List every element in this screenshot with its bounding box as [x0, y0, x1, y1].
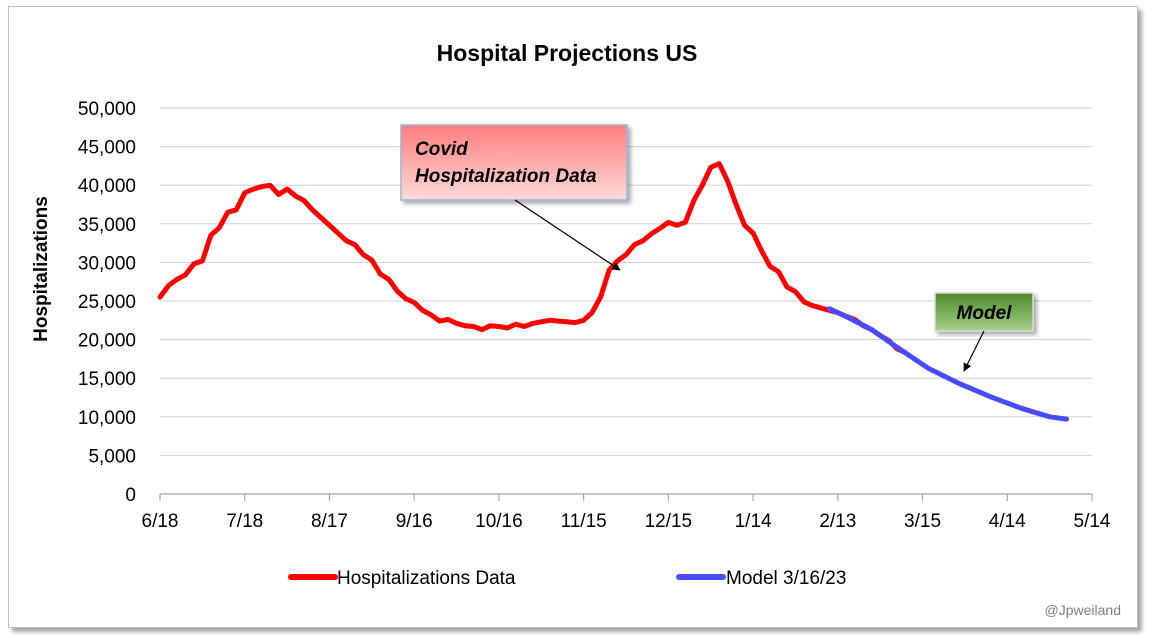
- y-tick-label: 0: [125, 485, 136, 506]
- y-tick-label: 25,000: [78, 292, 136, 313]
- x-tick-label: 8/17: [311, 511, 348, 532]
- covid-callout-box: [400, 124, 628, 201]
- chart-title: Hospital Projections US: [437, 40, 698, 66]
- covid-data-callout: Covid Hospitalization Data: [400, 124, 628, 271]
- x-tick-label: 6/18: [142, 511, 179, 532]
- x-tick-label: 1/14: [735, 511, 772, 532]
- y-axis-ticks: 0 5,000 10,000 15,000 20,000 25,000 30,000 35,0…: [78, 99, 136, 506]
- model-callout-arrow: [963, 330, 985, 372]
- y-tick-label: 45,000: [78, 138, 136, 159]
- legend-label-hospitalizations: Hospitalizations Data: [337, 568, 516, 589]
- series-lines: [157, 161, 1070, 422]
- y-tick-label: 40,000: [78, 176, 136, 197]
- x-axis: 6/18 7/18 8/17 9/16 10/16 11/15 12/15 1/14 2/13 3…: [142, 493, 1111, 532]
- covid-callout-line-1: Covid: [415, 139, 468, 160]
- y-tick-label: 35,000: [78, 215, 136, 236]
- x-tick-label: 12/15: [645, 511, 693, 532]
- credit-text: @Jpweiland: [1045, 602, 1121, 618]
- x-tick-label: 3/15: [904, 511, 941, 532]
- y-tick-label: 5,000: [88, 446, 136, 467]
- y-tick-label: 30,000: [78, 253, 136, 274]
- covid-callout-line-2: Hospitalization Data: [415, 166, 597, 187]
- y-tick-label: 15,000: [78, 369, 136, 390]
- chart: Hospital Projections US Hospitalizations…: [31, 40, 1121, 618]
- y-axis-label: Hospitalizations: [31, 196, 52, 342]
- x-tick-label: 2/13: [819, 511, 856, 532]
- series-hospitalizations-data-line: [157, 161, 909, 356]
- x-tick-label: 10/16: [475, 511, 523, 532]
- x-tick-label: 11/15: [561, 511, 607, 532]
- chart-frame: Hospital Projections US Hospitalizations…: [8, 6, 1138, 628]
- model-callout: Model: [934, 292, 1034, 372]
- y-tick-label: 10,000: [78, 408, 136, 429]
- x-tick-label: 9/16: [396, 511, 433, 532]
- y-tick-label: 20,000: [78, 331, 136, 352]
- covid-callout-arrow: [514, 199, 621, 271]
- x-tick-label: 7/18: [226, 511, 263, 532]
- y-tick-label: 50,000: [78, 99, 136, 120]
- model-callout-text: Model: [957, 303, 1013, 324]
- legend: Hospitalizations Data Model 3/16/23: [288, 568, 846, 589]
- x-tick-label: 4/14: [989, 511, 1026, 532]
- model-callout-box: [934, 292, 1034, 332]
- series-model-line: [826, 306, 1070, 422]
- legend-label-model: Model 3/16/23: [726, 568, 846, 589]
- x-tick-label: 5/14: [1074, 511, 1111, 532]
